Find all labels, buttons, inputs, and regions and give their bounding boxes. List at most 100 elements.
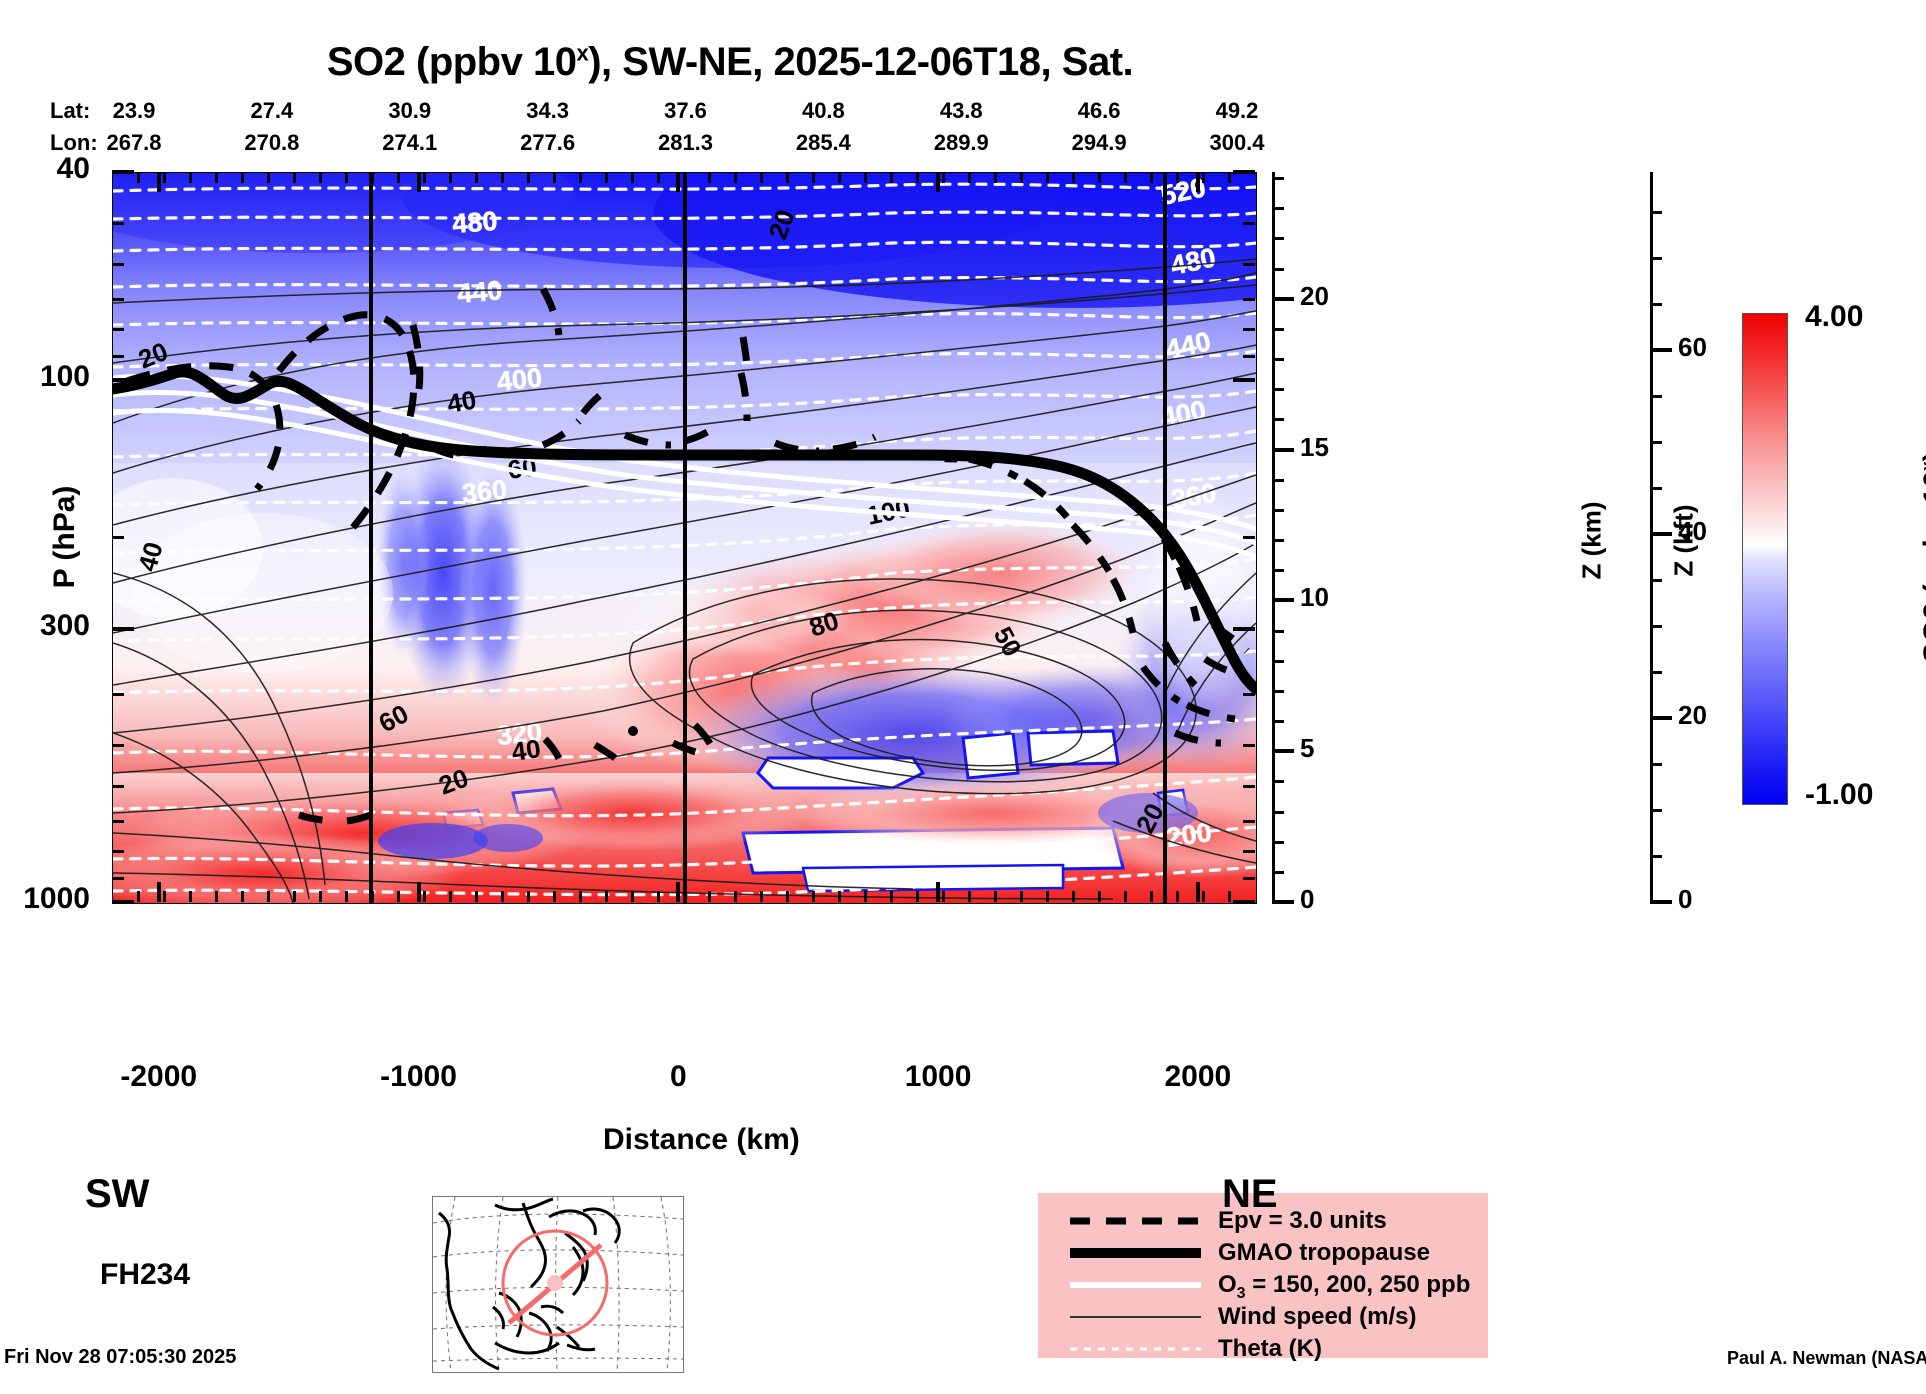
distance-major-tick [156,882,161,902]
legend-label: GMAO tropopause [1218,1239,1431,1266]
legend-row: O3 = 150, 200, 250 ppb [1038,1269,1488,1302]
pressure-minor-tick [112,785,124,789]
z-kft-minor-tick [1650,533,1662,537]
distance-minor-tick-top [682,172,686,183]
svg-text:40: 40 [510,733,543,767]
distance-minor-tick-top [838,172,842,183]
lon-value: 300.4 [1209,130,1265,155]
pressure-minor-tick-right [1243,221,1255,225]
z-km-minor-tick [1272,448,1284,452]
pressure-minor-tick [112,820,124,824]
distance-minor-tick-top [1072,172,1076,183]
distance-minor-tick-top [136,172,140,183]
svg-text:480: 480 [451,206,498,239]
legend-label: O3 = 150, 200, 250 ppb [1218,1271,1471,1302]
legend-swatch-tropopause [1068,1237,1203,1270]
distance-minor-tick [682,891,686,902]
z-kft-minor-tick [1650,349,1662,353]
z-km-minor-tick [1272,840,1284,844]
distance-minor-tick-top [630,172,634,183]
distance-major-tick-top [676,172,681,192]
pressure-minor-tick [112,328,124,332]
distance-minor-tick [422,891,426,902]
inset-location-map[interactable] [432,1196,684,1373]
distance-minor-tick [526,891,530,902]
colorbar-title-exp: x [1918,461,1926,470]
z-kft-minor-tick [1650,671,1662,675]
distance-minor-tick-top [240,172,244,183]
svg-text:320: 320 [495,716,543,751]
distance-minor-tick-top [760,172,764,183]
distance-minor-tick-top [1228,172,1232,183]
colorbar-min-label: -1.00 [1805,778,1874,811]
distance-minor-tick [1124,891,1128,902]
distance-minor-tick [994,891,998,902]
distance-minor-tick-top [708,172,712,183]
distance-minor-tick-top [656,172,660,183]
pressure-major-tick-right [1233,377,1255,382]
distance-minor-tick [344,891,348,902]
pressure-minor-tick-right [1243,262,1255,266]
z-kft-minor-tick [1650,901,1662,904]
z-km-minor-tick [1272,720,1284,723]
z-km-minor-tick [1272,870,1284,874]
lon-value: 289.9 [933,130,989,155]
z-km-minor-tick [1272,569,1284,573]
distance-minor-tick-top [422,172,426,183]
z-km-minor-tick [1272,508,1284,512]
pressure-minor-tick [112,693,124,697]
lon-value: 274.1 [382,130,438,155]
pressure-minor-tick [112,877,124,881]
distance-minor-tick [1072,891,1076,902]
lat-value: 46.6 [1077,98,1121,123]
distance-tick-label: 1000 [904,1060,972,1093]
z-kft-minor-tick [1650,395,1662,399]
z-kft-minor-tick [1650,809,1662,813]
distance-minor-tick [1098,891,1102,902]
z-kft-minor-tick [1650,717,1662,721]
z-km-minor-tick [1272,358,1284,362]
legend-swatch-theta [1068,1333,1203,1366]
pressure-minor-tick-right [1243,354,1255,358]
z-kft-minor-tick [1650,303,1662,307]
pressure-tick-label: 1000 [23,882,90,915]
page-title: SO2 (ppbv 10x), SW-NE, 2025-12-06T18, Sa… [0,40,1460,85]
distance-minor-tick-top [474,172,478,183]
inset-map-canvas [433,1197,683,1372]
pressure-major-tick [112,170,134,174]
distance-tick-label: 0 [669,1060,687,1093]
z-kft-minor-tick [1650,625,1662,629]
distance-minor-tick [760,891,764,902]
lon-value: 281.3 [657,130,714,155]
distance-major-tick [1195,882,1200,902]
z-km-minor-tick [1272,237,1284,241]
distance-minor-tick-top [916,172,920,183]
distance-major-tick [936,882,941,902]
pressure-minor-tick [112,297,124,301]
legend-label: Wind speed (m/s) [1218,1303,1417,1330]
colorbar-title: SO2 (ppbv 10x) [1918,367,1926,747]
lat-value: 40.8 [801,98,845,123]
distance-minor-tick [864,891,868,902]
distance-minor-tick [734,891,738,902]
distance-major-tick-top [156,172,161,192]
distance-minor-tick-top [1150,172,1154,183]
distance-major-tick-top [416,172,421,192]
distance-minor-tick [1176,891,1180,902]
colorbar-title-main: SO2 (ppbv 10 [1918,470,1926,663]
distance-minor-tick-top [734,172,738,183]
legend-row: GMAO tropopause [1038,1237,1488,1270]
distance-minor-tick [136,891,140,902]
distance-tick-label: -2000 [120,1060,198,1093]
distance-minor-tick [292,891,296,902]
z-kft-minor-tick [1650,579,1662,583]
pressure-minor-tick [112,262,124,266]
distance-minor-tick-top [890,172,894,183]
cross-section-plot[interactable]: 480 440 400 360 320 520 480 440 400 360 … [112,172,1257,904]
pressure-tick-label: 40 [56,152,90,185]
lat-value: 37.6 [664,98,707,123]
distance-minor-tick [500,891,504,902]
lon-value: 294.9 [1071,130,1127,155]
distance-minor-tick [656,891,660,902]
distance-minor-tick-top [1202,172,1206,183]
